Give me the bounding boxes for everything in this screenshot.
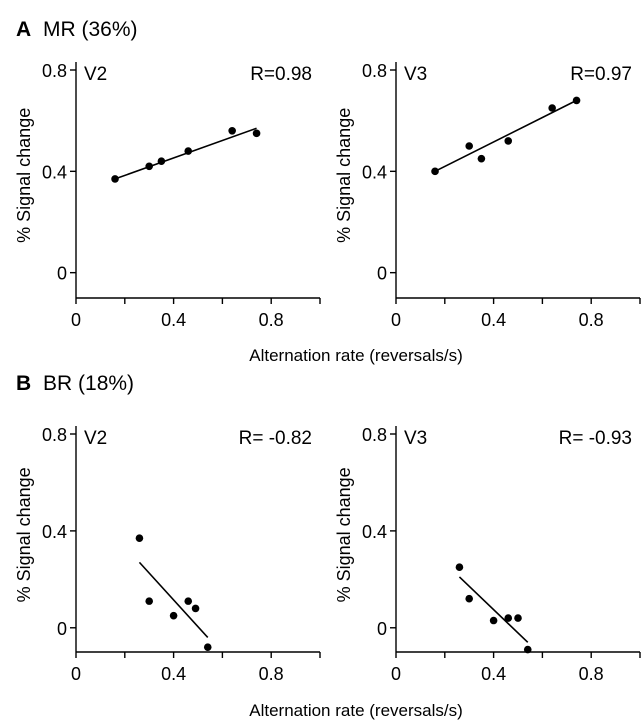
chart-b-v3-xtick-label-0: 0 bbox=[391, 664, 401, 684]
chart-a-v3-ytick-label-2: 0.8 bbox=[362, 61, 387, 81]
chart-b-v2-ytick-label-0: 0 bbox=[57, 619, 67, 639]
chart-a-v2-ytick-label-1: 0.4 bbox=[42, 162, 67, 182]
chart-b-v3-xtick-label-1: 0.4 bbox=[481, 664, 506, 684]
chart-b-v2-xtick-label-1: 0.4 bbox=[161, 664, 186, 684]
chart-b-v2-fit-line bbox=[138, 561, 209, 639]
chart-a-v3-region-label: V3 bbox=[404, 64, 427, 85]
chart-b-v3-ytick-label-1: 0.4 bbox=[362, 522, 387, 542]
chart-a-v3-point-3 bbox=[504, 137, 513, 145]
chart-a-v2-point-1 bbox=[145, 162, 153, 171]
chart-b-v3-ytick-label-0: 0 bbox=[377, 619, 387, 639]
chart-a-v3-xtick-label-2: 0.8 bbox=[579, 310, 604, 330]
chart-a-v2-region-label: V2 bbox=[84, 64, 107, 85]
panel-b-letter: B bbox=[16, 372, 31, 395]
chart-a-v3-point-2 bbox=[477, 154, 486, 163]
chart-a-v2-xtick-label-0: 0 bbox=[71, 310, 81, 330]
chart-a-v2-ylabel: % Signal change bbox=[14, 108, 34, 243]
chart-b-v2-point-5 bbox=[203, 643, 212, 651]
panel-b-label: BR (18%) bbox=[43, 372, 134, 395]
chart-b-v3-fit-line bbox=[458, 576, 529, 643]
chart-b-v2-ylabel: % Signal change bbox=[14, 467, 34, 602]
chart-a-v2-point-2 bbox=[157, 157, 166, 165]
chart-b-v3-ytick-label-2: 0.8 bbox=[362, 425, 387, 445]
chart-b-v3: 0 0.4 0.8 0 0.4 0.8 % Signal change V3 R= -0.93 bbox=[334, 425, 641, 684]
chart-b-v2-region-label: V2 bbox=[84, 428, 107, 449]
chart-a-v2: 0 0.4 0.8 0 0.4 0.8 % Signal change V2 R=0.98 bbox=[14, 61, 321, 330]
chart-a-v2-correlation: R=0.98 bbox=[250, 64, 312, 85]
chart-b-v3-xtick-label-2: 0.8 bbox=[579, 664, 604, 684]
chart-b-v2-point-2 bbox=[169, 611, 178, 620]
chart-b-v2-point-1 bbox=[145, 597, 153, 605]
chart-b-v3-point-2 bbox=[489, 616, 498, 625]
chart-b-v2-point-4 bbox=[191, 604, 200, 613]
chart-b-v2-ytick-label-2: 0.8 bbox=[42, 425, 67, 445]
panel-b-xlabel: Alternation rate (reversals/s) bbox=[249, 701, 463, 720]
charts: 0 0.4 0.8 0 0.4 0.8 % Signal change V2 R=0.98 0 0.… bbox=[14, 61, 641, 684]
chart-a-v3-point-5 bbox=[572, 96, 581, 105]
chart-b-v3-ylabel: % Signal change bbox=[334, 467, 354, 602]
chart-a-v2-point-4 bbox=[228, 127, 236, 135]
chart-b-v3-point-3 bbox=[504, 614, 513, 622]
chart-b-v3-point-4 bbox=[514, 614, 522, 622]
chart-a-v3-xtick-label-0: 0 bbox=[391, 310, 401, 330]
chart-a-v3-ytick-label-1: 0.4 bbox=[362, 162, 387, 182]
chart-b-v3-region-label: V3 bbox=[404, 428, 427, 449]
chart-a-v3-fit-line bbox=[434, 99, 577, 173]
chart-a-v3-ytick-label-0: 0 bbox=[377, 264, 387, 284]
chart-b-v2-xtick-label-0: 0 bbox=[71, 664, 81, 684]
chart-b-v2-correlation: R= -0.82 bbox=[239, 428, 312, 449]
chart-b-v2-point-0 bbox=[135, 534, 144, 542]
chart-b-v3-point-0 bbox=[455, 563, 464, 572]
chart-a-v2-ytick-label-0: 0 bbox=[57, 264, 67, 284]
chart-a-v3-xtick-label-1: 0.4 bbox=[481, 310, 506, 330]
chart-a-v3-point-4 bbox=[548, 104, 556, 112]
chart-a-v2-point-0 bbox=[111, 175, 119, 183]
chart-b-v3-point-5 bbox=[523, 645, 532, 654]
chart-a-v2-xtick-label-2: 0.8 bbox=[259, 310, 284, 330]
chart-b-v3-point-1 bbox=[465, 594, 474, 603]
chart-a-v3-point-0 bbox=[431, 167, 439, 176]
chart-b-v2-point-3 bbox=[184, 597, 193, 605]
chart-a-v3-correlation: R=0.97 bbox=[570, 64, 632, 85]
chart-a-v3-point-1 bbox=[465, 142, 474, 150]
chart-b-v3-correlation: R= -0.93 bbox=[559, 428, 632, 449]
chart-a-v2-xtick-label-1: 0.4 bbox=[161, 310, 186, 330]
panel-a-xlabel: Alternation rate (reversals/s) bbox=[249, 346, 463, 365]
panel-b-header: B BR (18%) bbox=[16, 372, 134, 395]
panel-a-header: A MR (36%) bbox=[16, 18, 138, 41]
chart-a-v3-ylabel: % Signal change bbox=[334, 108, 354, 243]
chart-b-v2: 0 0.4 0.8 0 0.4 0.8 % Signal change V2 R= -0.82 bbox=[14, 425, 321, 684]
chart-a-v3: 0 0.4 0.8 0 0.4 0.8 % Signal change V3 R=0.97 bbox=[334, 61, 641, 330]
chart-a-v2-point-3 bbox=[184, 147, 193, 155]
panel-a-label: MR (36%) bbox=[43, 18, 138, 41]
chart-b-v2-xtick-label-2: 0.8 bbox=[259, 664, 284, 684]
chart-a-v2-point-5 bbox=[252, 129, 261, 138]
chart-b-v2-ytick-label-1: 0.4 bbox=[42, 522, 67, 542]
panel-a-letter: A bbox=[16, 18, 31, 41]
chart-a-v2-ytick-label-2: 0.8 bbox=[42, 61, 67, 81]
